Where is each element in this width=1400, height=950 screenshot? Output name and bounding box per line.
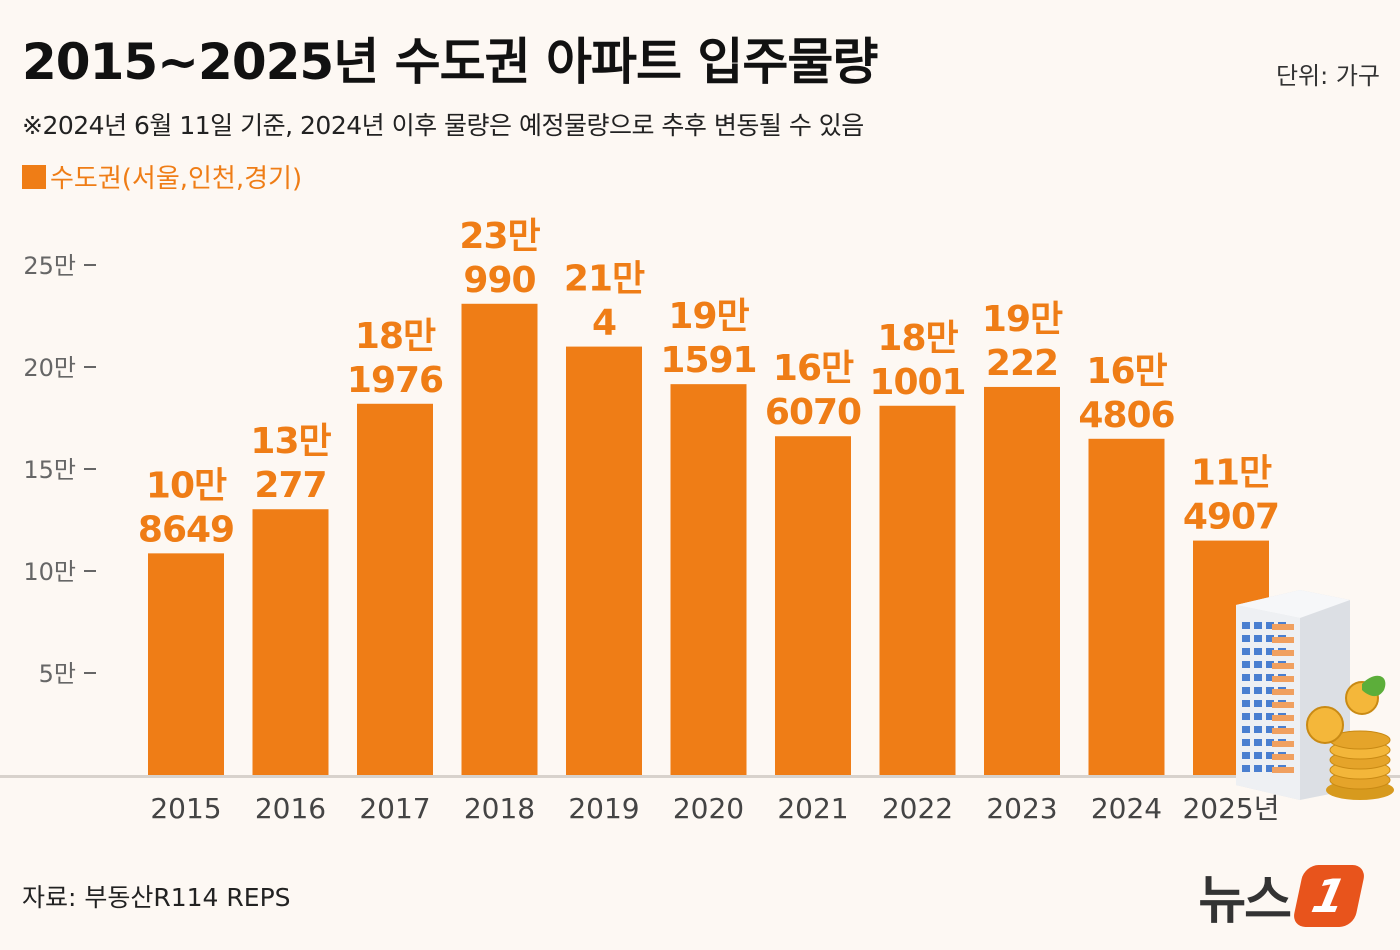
bar-value-label: 18만 [355,316,436,357]
y-tick-label: 25만 [23,252,76,280]
bar [670,384,747,775]
x-tick-label: 2016 [255,792,326,825]
bar-value-label: 19만 [668,296,749,337]
bar-value-label: 4 [592,303,616,344]
bar-value-label: 990 [463,260,535,301]
x-tick-label: 2018 [464,792,535,825]
bar-value-label: 222 [986,343,1058,384]
unit-label: 단위: 가구 [1275,62,1380,90]
bar-value-label: 1591 [660,340,756,381]
logo-badge: 1 [1291,864,1367,927]
bar [566,346,642,775]
x-axis-baseline [0,775,1400,778]
bar-value-label: 4806 [1078,395,1174,436]
x-tick-label: 2015 [150,792,221,825]
bar-value-label: 18만 [877,318,958,359]
subtitle-note: ※2024년 6월 11일 기준, 2024년 이후 물량은 예정물량으로 추후… [22,111,864,140]
legend-label: 수도권(서울,인천,경기) [50,164,303,194]
bar [252,509,329,775]
bar-value-label: 8649 [138,509,234,550]
y-tick-label: 15만 [23,456,76,484]
bar [775,436,851,775]
news1-logo: 뉴스 1 [1198,858,1367,933]
bar-value-label: 13만 [250,421,331,462]
x-tick-label: 2025년 [1182,792,1279,825]
x-tick-label: 2017 [359,792,430,825]
apartment-building-with-coins-icon [1236,590,1394,800]
source-note: 자료: 부동산R114 REPS [22,883,291,912]
bar [461,303,538,775]
y-tick-label: 10만 [23,558,76,586]
bar [1088,438,1165,775]
y-tick-label: 5만 [39,660,76,688]
bar-value-label: 16만 [773,348,854,389]
bar-value-label: 21만 [564,259,645,300]
page-title: 2015~2025년 수도권 아파트 입주물량 [22,33,878,91]
bar-value-label: 16만 [1086,351,1167,392]
chart-legend: 수도권(서울,인천,경기) [22,158,302,195]
bar [879,405,956,775]
x-tick-label: 2022 [882,792,953,825]
x-tick-label: 2020 [673,792,744,825]
bar-value-label: 11만 [1191,453,1272,494]
bar-value-label: 277 [254,465,326,506]
x-tick-label: 2024 [1091,792,1162,825]
bar-value-label: 23만 [459,216,540,257]
legend-swatch [22,164,46,189]
bar-value-label: 6070 [765,392,861,433]
bar [984,386,1060,775]
bar-value-label: 10만 [146,465,227,506]
x-tick-label: 2019 [568,792,639,825]
bar-value-label: 1001 [869,362,965,403]
x-tick-label: 2021 [777,792,848,825]
bar-value-label: 1976 [347,360,443,401]
bar-value-label: 4907 [1183,497,1279,538]
bar [357,403,433,775]
y-tick-label: 20만 [23,354,76,382]
logo-text: 뉴스 [1198,871,1292,931]
bar-value-label: 19만 [982,299,1063,340]
bar [148,553,224,775]
x-tick-label: 2023 [986,792,1057,825]
